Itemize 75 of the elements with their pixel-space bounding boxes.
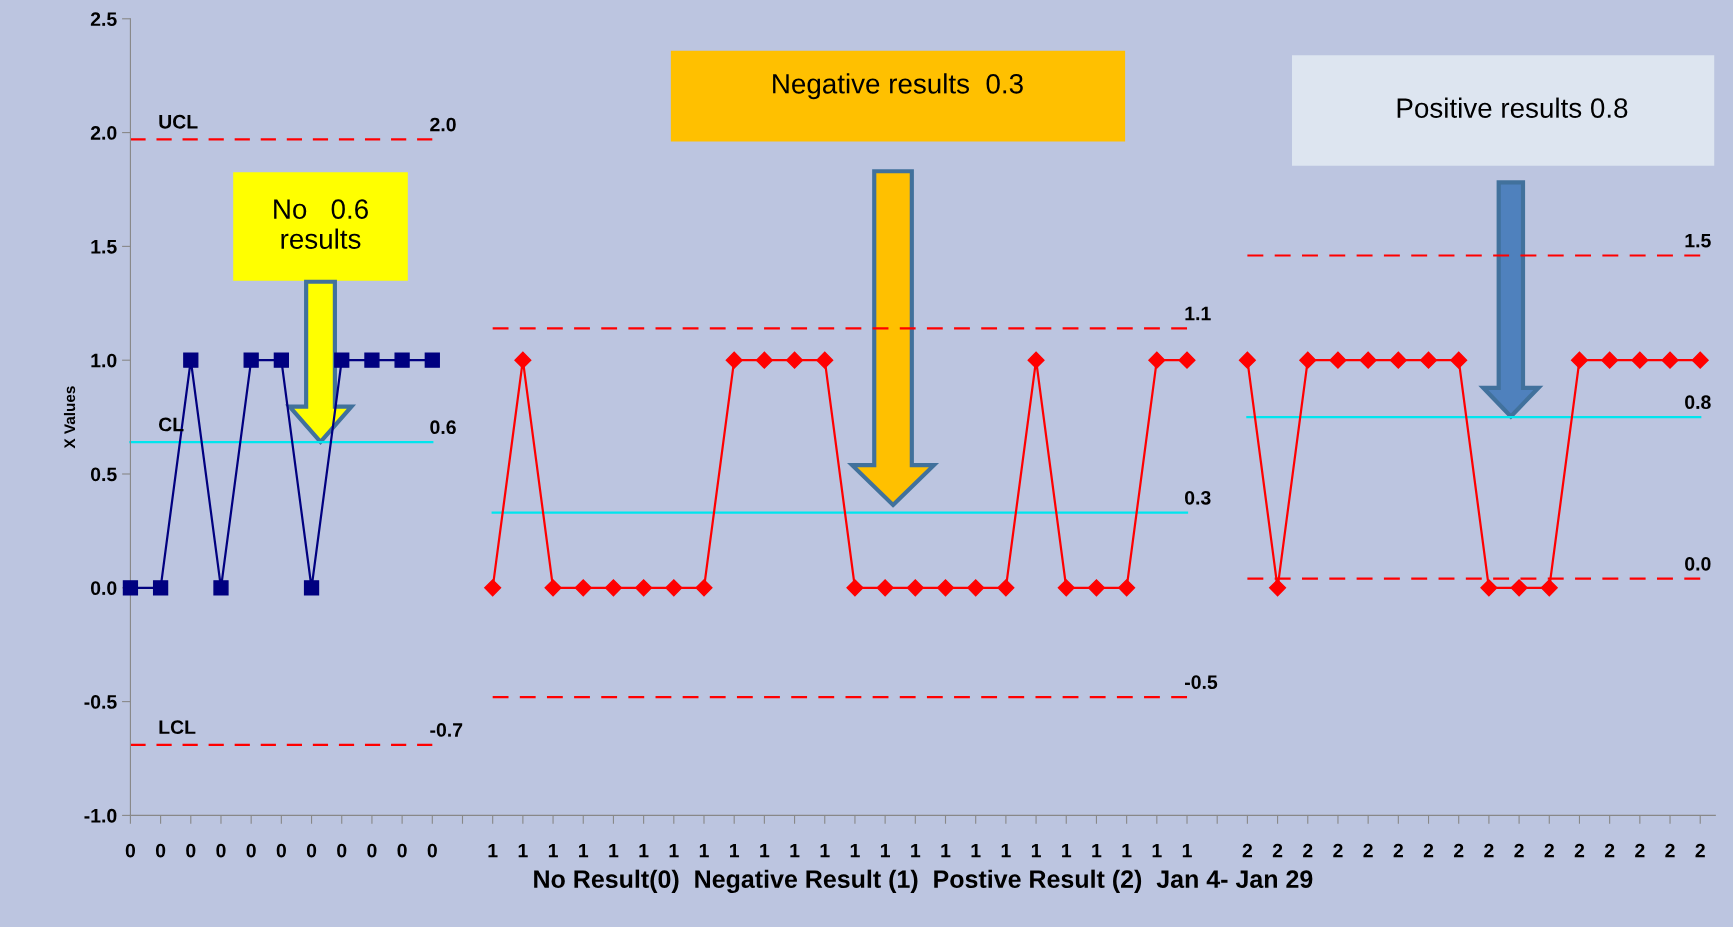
x-tick-label: 1	[850, 843, 860, 858]
x-tick-label: 1	[730, 843, 740, 858]
x-tick-label: 2	[1453, 843, 1464, 858]
x-tick-label: 1	[760, 843, 770, 858]
x-tick-label: 1	[820, 843, 830, 858]
x-tick-label: 2	[1665, 843, 1675, 858]
x-tick-label: 0	[337, 843, 347, 858]
y-axis-title: X Values	[63, 386, 76, 449]
x-tick-label: 1	[1092, 843, 1102, 858]
y-tick-label: 0.0	[90, 581, 117, 596]
data-label: 2.0	[430, 117, 456, 132]
y-tick-label: -1.0	[84, 808, 117, 823]
x-tick-label: 2	[1514, 843, 1524, 858]
x-tick-label: 0	[155, 843, 166, 858]
annotation: Negative results 0.3	[773, 73, 1023, 100]
data-label: -0.7	[430, 723, 463, 737]
data-label: 1.5	[1685, 233, 1711, 248]
series-label: UCL	[159, 114, 198, 129]
x-tick-label: 1	[579, 843, 589, 858]
x-tick-label: 2	[1242, 843, 1253, 858]
x-tick-label: 2	[1363, 843, 1373, 858]
x-tick-label: 1	[911, 843, 921, 858]
x-tick-label: 2	[1544, 843, 1554, 858]
x-tick-label: 2	[1484, 843, 1494, 858]
x-tick-label: 2	[1423, 843, 1434, 858]
x-tick-label: 1	[609, 843, 619, 858]
x-tick-label: 2	[1393, 843, 1403, 858]
x-tick-label: 1	[1031, 843, 1041, 858]
y-tick-label: -0.5	[84, 695, 117, 709]
x-tick-label: 1	[790, 843, 800, 858]
x-tick-label: 2	[1303, 843, 1313, 858]
x-tick-label: 1	[941, 843, 951, 858]
x-tick-label: 1	[548, 843, 558, 858]
x-tick-label: 0	[367, 843, 377, 858]
x-tick-label: 1	[880, 843, 890, 858]
x-tick-label: 1	[1062, 843, 1072, 858]
x-tick-label: 1	[699, 843, 709, 858]
x-tick-label: 1	[1182, 843, 1192, 858]
data-label: 0.8	[1685, 395, 1711, 410]
x-tick-label: 0	[125, 843, 136, 858]
x-tick-label: 2	[1574, 843, 1585, 858]
x-tick-label: 1	[1001, 843, 1011, 858]
x-tick-label: 0	[186, 843, 196, 858]
y-tick-label: 1.5	[91, 240, 117, 254]
x-tick-label: 0	[427, 843, 437, 858]
annotation: No 0.6 results	[274, 199, 368, 249]
x-tick-label: 2	[1333, 843, 1343, 858]
series-label: LCL	[159, 720, 196, 735]
x-tick-label: 1	[488, 843, 498, 858]
data-label: 0.6	[430, 420, 456, 435]
x-tick-label: 0	[246, 843, 256, 858]
y-tick-label: 2.5	[90, 12, 117, 27]
x-tick-label: 1	[518, 843, 528, 858]
x-tick-label: 2	[1604, 843, 1615, 858]
y-tick-label: 2.0	[90, 126, 117, 140]
x-tick-label: 1	[1152, 843, 1162, 858]
y-tick-label: 1.0	[91, 353, 117, 368]
x-tick-label: 1	[1122, 843, 1132, 858]
y-tick-label: 0.5	[90, 467, 117, 482]
x-tick-label: 0	[306, 843, 317, 858]
x-tick-label: 1	[639, 843, 649, 858]
x-tick-label: 1	[669, 843, 679, 858]
data-label: 1.1	[1185, 306, 1211, 321]
x-tick-label: 1	[971, 843, 981, 858]
x-tick-label: 2	[1272, 843, 1283, 858]
data-label: -0.5	[1185, 675, 1218, 690]
annotation: Positive results 0.8	[1397, 97, 1628, 118]
x-tick-label: 2	[1635, 843, 1645, 858]
x-tick-label: 2	[1695, 843, 1705, 858]
x-axis-title: No Result(0) Negative Result (1) Postive Result (2) Jan 4- Jan 29	[534, 869, 1313, 894]
data-label: 0.0	[1685, 556, 1711, 571]
x-tick-label: 0	[276, 843, 286, 858]
data-label: 0.3	[1185, 490, 1211, 505]
x-tick-label: 0	[216, 843, 226, 858]
x-tick-label: 0	[397, 843, 407, 858]
